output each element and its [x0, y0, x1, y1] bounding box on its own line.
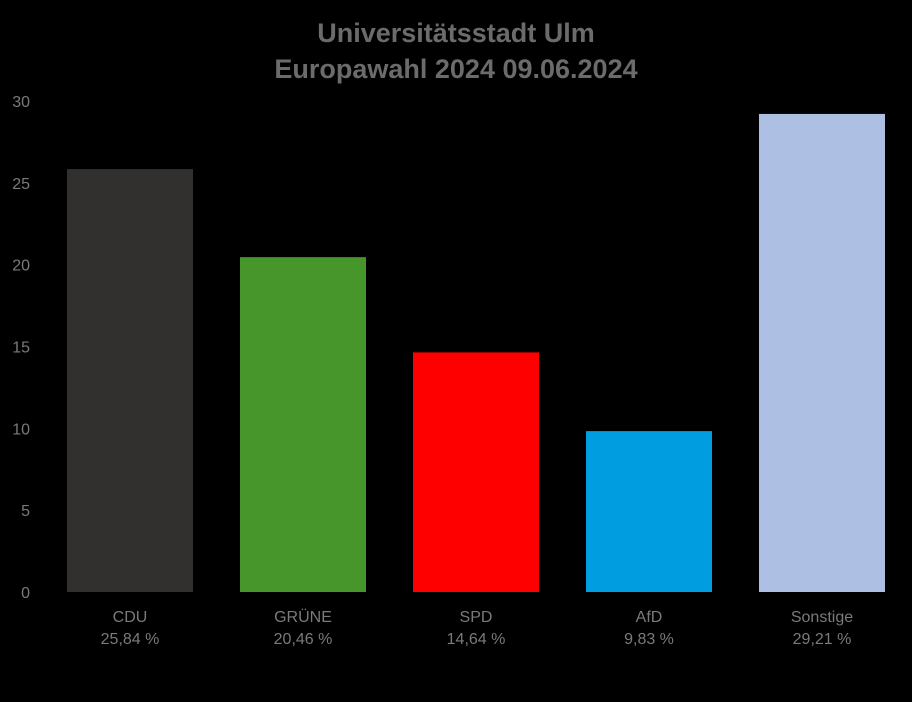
bars: [67, 113, 885, 593]
x-axis-labels: CDU 25,84 % GRÜNE 20,46 % SPD 14,64 % AfD 9,83 …: [101, 608, 854, 648]
y-tick-label: 5: [21, 503, 30, 520]
category-label: Sonstige: [791, 609, 853, 626]
y-tick-label: 30: [12, 94, 30, 111]
value-label: 25,84 %: [101, 631, 160, 648]
y-tick-label: 15: [12, 340, 30, 357]
bar-afd: [586, 431, 712, 592]
category-label: GRÜNE: [274, 608, 332, 626]
category-label: SPD: [460, 609, 493, 626]
y-tick-label: 25: [12, 176, 30, 193]
value-label: 29,21 %: [793, 631, 852, 648]
chart-subtitle: Europawahl 2024 09.06.2024: [274, 54, 638, 84]
y-tick-label: 10: [12, 421, 30, 438]
value-label: 14,64 %: [447, 631, 506, 648]
bar-grüne: [240, 257, 366, 592]
y-axis: 0 5 10 15 20 25 30: [12, 94, 30, 602]
bar-cdu: [67, 169, 193, 592]
bar-spd: [413, 352, 539, 592]
chart-title: Universitätsstadt Ulm: [317, 18, 595, 48]
value-label: 20,46 %: [274, 631, 333, 648]
y-tick-label: 0: [21, 585, 30, 602]
y-tick-label: 20: [12, 258, 30, 275]
value-label: 9,83 %: [624, 631, 674, 648]
bar-sonstige: [759, 113, 885, 593]
category-label: AfD: [636, 609, 663, 626]
category-label: CDU: [113, 609, 148, 626]
